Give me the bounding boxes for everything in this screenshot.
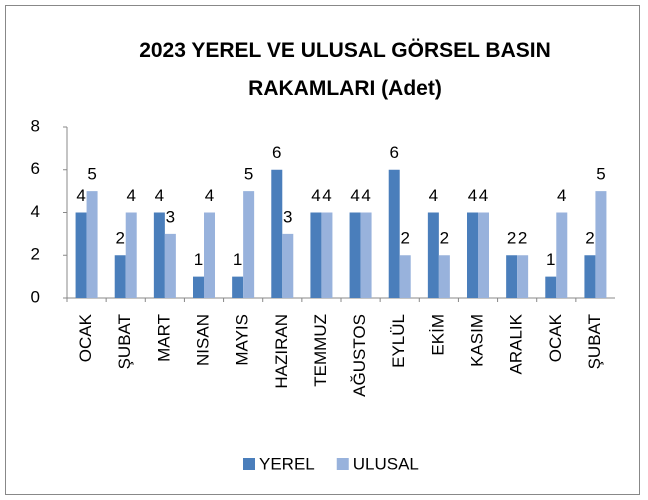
bar — [360, 212, 372, 298]
x-tick-label: EYLÜL — [389, 314, 408, 368]
legend-swatch — [336, 458, 349, 470]
x-tick-label: OCAK — [76, 313, 95, 362]
bar — [388, 169, 400, 298]
x-tick-label: TEMMUZ — [311, 314, 330, 387]
bar — [399, 255, 411, 298]
bar — [438, 255, 450, 298]
data-label: 4 — [468, 186, 477, 205]
bar — [282, 233, 294, 298]
y-tick-label: 4 — [31, 202, 40, 221]
x-tick-label: MAYIS — [233, 314, 252, 366]
y-tick-label: 0 — [31, 287, 40, 306]
bar — [478, 212, 489, 298]
bar — [556, 212, 568, 298]
data-label: 4 — [350, 186, 359, 205]
data-label: 1 — [194, 250, 203, 269]
data-label: 4 — [126, 186, 135, 205]
data-label: 1 — [546, 250, 555, 269]
bar — [86, 191, 98, 298]
bar — [232, 276, 244, 298]
data-label: 5 — [244, 165, 253, 184]
data-label: 5 — [87, 165, 96, 184]
data-label: 5 — [596, 165, 605, 184]
x-tick-label: HAZIRAN — [272, 314, 291, 389]
data-label: 4 — [155, 186, 164, 205]
x-tick-label: ŞUBAT — [585, 314, 604, 369]
y-tick-label: 2 — [31, 245, 40, 264]
x-tick-label: ARALIK — [507, 313, 526, 374]
data-label: 4 — [361, 186, 370, 205]
bar — [114, 255, 126, 298]
data-label: 4 — [429, 186, 438, 205]
data-label: 2 — [585, 229, 594, 248]
bar — [506, 255, 518, 298]
data-label: 6 — [272, 143, 281, 162]
bar — [164, 233, 176, 298]
bar — [193, 276, 204, 298]
data-label: 6 — [389, 143, 398, 162]
legend-label: YEREL — [259, 454, 315, 473]
y-tick-label: 6 — [31, 159, 40, 178]
data-label: 4 — [557, 186, 566, 205]
data-label: 4 — [76, 186, 85, 205]
bar — [153, 212, 165, 298]
data-label: 2 — [440, 229, 449, 248]
bar — [349, 212, 361, 298]
bar — [75, 212, 87, 298]
x-tick-label: EKİM — [428, 314, 447, 356]
legend-label: ULUSAL — [353, 454, 419, 473]
x-tick-label: ŞUBAT — [115, 314, 134, 369]
y-tick-label: 8 — [31, 116, 40, 135]
bar — [204, 212, 215, 298]
x-tick-label: KASIM — [467, 314, 486, 367]
data-label: 3 — [283, 207, 292, 226]
legend-swatch — [243, 458, 255, 470]
bar — [545, 276, 557, 298]
bar — [310, 212, 322, 298]
data-label: 2 — [518, 229, 527, 248]
bar — [321, 212, 333, 298]
x-tick-label: NISAN — [193, 314, 212, 366]
bar — [271, 169, 283, 298]
data-label: 2 — [507, 229, 516, 248]
bar — [243, 191, 255, 298]
bar — [467, 212, 478, 298]
data-label: 1 — [233, 250, 242, 269]
bar — [595, 191, 607, 298]
data-label: 2 — [115, 229, 124, 248]
chart-border — [5, 5, 640, 495]
chart-title: 2023 YEREL VE ULUSAL GÖRSEL BASIN RAKAML… — [139, 39, 551, 100]
x-tick-label: OCAK — [546, 313, 565, 362]
bar — [584, 255, 596, 298]
data-label: 4 — [205, 186, 214, 205]
x-tick-label: MART — [154, 314, 173, 362]
bar — [125, 212, 137, 298]
bar — [427, 212, 439, 298]
data-label: 4 — [322, 186, 331, 205]
x-tick-label: AĞUSTOS — [350, 314, 369, 397]
data-label: 4 — [479, 186, 488, 205]
data-label: 3 — [166, 207, 175, 226]
data-label: 2 — [400, 229, 409, 248]
bar — [517, 255, 529, 298]
data-label: 4 — [311, 186, 320, 205]
